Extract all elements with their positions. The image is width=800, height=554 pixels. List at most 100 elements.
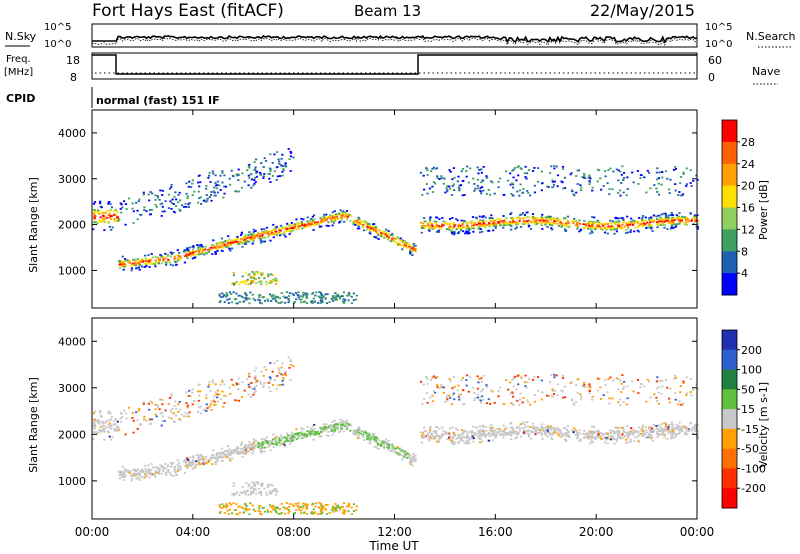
velocity-pixel [374, 437, 377, 440]
power-pixel [364, 222, 368, 225]
power-pixel [513, 222, 516, 225]
velocity-pixel [678, 432, 681, 435]
power-colorbar-swatch [722, 185, 737, 208]
power-pixel [234, 190, 237, 192]
power-pixel [135, 267, 138, 270]
velocity-pixel [572, 431, 575, 433]
power-pixel [273, 297, 276, 300]
power-pixel [347, 292, 351, 294]
velocity-pixel [366, 438, 369, 441]
power-pixel [387, 236, 390, 238]
power-pixel [103, 221, 106, 224]
power-pixel [279, 224, 282, 227]
velocity-pixel [135, 477, 138, 480]
power-pixel [591, 189, 594, 192]
velocity-pixel [223, 450, 227, 452]
velocity-pixel [291, 503, 294, 506]
velocity-pixel [533, 375, 536, 378]
power-pixel [409, 251, 412, 254]
velocity-pixel [594, 436, 597, 439]
velocity-pixel [534, 433, 537, 436]
velocity-pixel [289, 359, 292, 362]
power-pixel [228, 242, 231, 245]
power-pixel [568, 226, 571, 228]
power-pixel [683, 216, 686, 218]
power-pixel [270, 280, 273, 283]
power-pixel [376, 233, 379, 235]
velocity-pixel [427, 438, 430, 441]
velocity-pixel [551, 427, 554, 430]
velocity-pixel [538, 431, 541, 434]
power-pixel [191, 251, 194, 254]
velocity-pixel [243, 389, 246, 392]
power-pixel [277, 302, 280, 304]
velocity-pixel [94, 431, 97, 433]
velocity-pixel [509, 381, 512, 384]
velocity-pixel [219, 398, 222, 400]
velocity-pixel [592, 432, 595, 435]
velocity-pixel [671, 423, 674, 426]
velocity-pixel [149, 423, 152, 425]
velocity-pixel [617, 401, 620, 404]
velocity-pixel [261, 447, 264, 449]
velocity-pixel [203, 463, 206, 466]
velocity-pixel [276, 506, 279, 509]
power-pixel [257, 299, 260, 301]
velocity-pixel [338, 422, 341, 424]
velocity-pixel [326, 504, 329, 506]
velocity-pixel [189, 462, 192, 465]
velocity-pixel [329, 424, 332, 426]
power-pixel [260, 241, 263, 244]
velocity-pixel [289, 439, 292, 441]
velocity-pixel [673, 428, 676, 431]
power-pixel [211, 253, 214, 255]
velocity-pixel [295, 509, 298, 511]
velocity-pixel [293, 512, 296, 514]
power-pixel [136, 267, 139, 269]
power-pixel [253, 271, 256, 274]
power-pixel [113, 210, 116, 212]
velocity-pixel [478, 425, 481, 427]
velocity-pixel [524, 385, 527, 387]
power-pixel [198, 185, 201, 188]
velocity-pixel [288, 367, 291, 369]
velocity-pixel [674, 435, 677, 438]
velocity-pixel [481, 388, 484, 391]
power-pixel [190, 186, 193, 188]
velocity-pixel [420, 434, 423, 437]
velocity-pixel [93, 420, 96, 423]
power-pixel [398, 239, 401, 241]
velocity-pixel [615, 440, 618, 443]
power-pixel [275, 232, 278, 235]
velocity-pixel [470, 430, 473, 432]
power-pixel [210, 199, 213, 202]
velocity-pixel [210, 400, 213, 403]
power-pixel [671, 222, 674, 224]
velocity-pixel [124, 474, 127, 477]
power-pixel [456, 227, 459, 230]
power-pixel [458, 231, 461, 233]
power-pixel [456, 219, 459, 222]
power-pixel [259, 294, 262, 297]
velocity-pixel [151, 466, 154, 469]
power-pixel [288, 292, 291, 294]
velocity-pixel [620, 391, 623, 393]
power-pixel [402, 244, 405, 247]
velocity-pixel [582, 385, 586, 388]
power-pixel [288, 225, 291, 228]
velocity-pixel [287, 356, 290, 359]
velocity-pixel [228, 452, 231, 455]
power-pixel [582, 176, 586, 179]
power-pixel [511, 217, 515, 220]
velocity-pixel [678, 400, 681, 403]
power-pixel [430, 222, 433, 225]
velocity-pixel [342, 502, 346, 504]
velocity-pixel [641, 433, 645, 436]
velocity-pixel [531, 422, 535, 425]
power-pixel [619, 217, 622, 220]
velocity-pixel [207, 459, 210, 461]
velocity-pixel [612, 435, 615, 438]
velocity-pixel [462, 432, 465, 435]
power-pixel [636, 229, 639, 232]
velocity-pixel [397, 453, 400, 456]
